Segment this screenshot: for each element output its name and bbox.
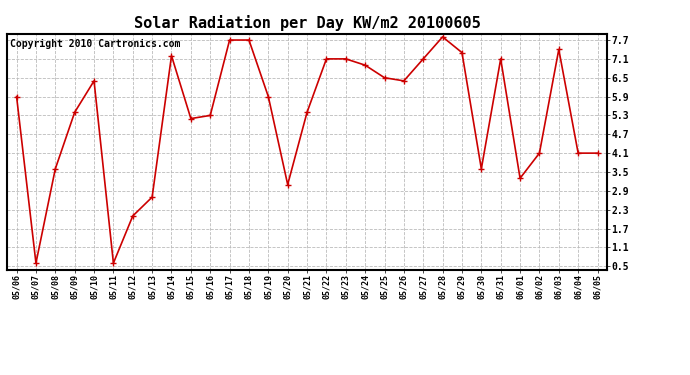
Text: Copyright 2010 Cartronics.com: Copyright 2010 Cartronics.com xyxy=(10,39,180,48)
Title: Solar Radiation per Day KW/m2 20100605: Solar Radiation per Day KW/m2 20100605 xyxy=(134,15,480,31)
